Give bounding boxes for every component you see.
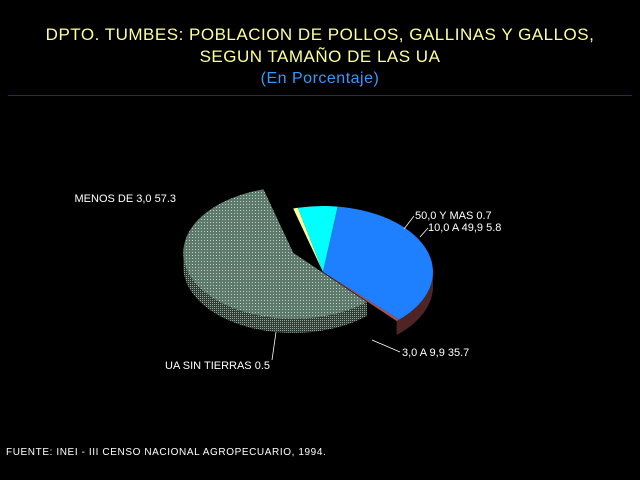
slice-label-50-0-y-mas: 50,0 Y MAS 0.7 xyxy=(415,210,492,222)
pie-slice-10-0-a-49-9 xyxy=(297,206,338,272)
chart-title-line-1: DPTO. TUMBES: POBLACION DE POLLOS, GALLI… xyxy=(45,25,595,44)
leader-line-3-0-a-9-9 xyxy=(371,339,401,353)
chart-title-line-2: SEGUN TAMAÑO DE LAS UA xyxy=(199,47,441,66)
slice-label-ua-sin-tierras: UA SIN TIERRAS 0.5 xyxy=(165,360,270,372)
pie-slice-50-0-y-mas xyxy=(293,207,323,272)
pie-slice-3-0-a-9-9 xyxy=(323,206,433,320)
leader-line-ua-sin-tierras xyxy=(271,331,277,361)
leader-line-10-0-a-49-9 xyxy=(419,227,429,238)
chart-subtitle: (En Porcentaje) xyxy=(260,70,380,87)
pie-slice-ua-sin-tierras xyxy=(323,272,400,322)
pie-slice-menos-de-3-0 xyxy=(183,189,367,319)
slice-label-10-0-a-49-9: 10,0 A 49,9 5.8 xyxy=(428,222,501,234)
leader-line-50-0-y-mas xyxy=(403,215,415,230)
pie-slice-side-ua-sin-tierras xyxy=(396,272,433,336)
slice-label-3-0-a-9-9: 3,0 A 9,9 35.7 xyxy=(402,347,469,359)
slice-label-menos-de-3-0: MENOS DE 3,0 57.3 xyxy=(75,193,177,205)
title-divider xyxy=(8,95,632,96)
source-note: FUENTE: INEI - III CENSO NACIONAL AGROPE… xyxy=(6,447,327,458)
pie-slice-side-menos-de-3-0 xyxy=(183,252,367,333)
